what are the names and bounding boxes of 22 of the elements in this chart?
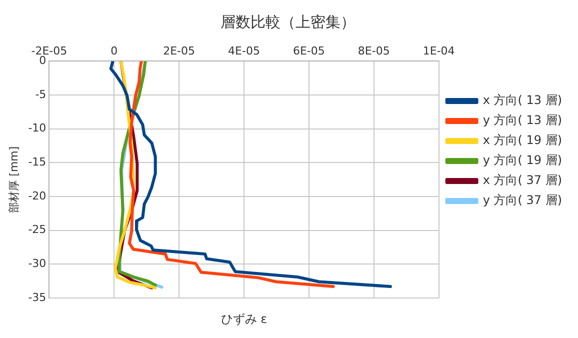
- legend-label: x 方向( 13 層): [482, 93, 562, 108]
- y-axis-title: 部材厚 [mm]: [7, 146, 20, 213]
- y-tick-label: -30: [28, 257, 46, 270]
- x-tick-label: 4E-05: [228, 44, 260, 58]
- y-tick-label: -15: [28, 156, 46, 169]
- x-tick-label: 2E-05: [163, 44, 196, 58]
- legend-label: x 方向( 19 層): [482, 133, 562, 148]
- x-tick-label: 0: [110, 44, 118, 58]
- x-axis-title: ひずみ ε: [220, 312, 268, 326]
- y-tick-label: -20: [28, 189, 46, 202]
- y-tick-label: -25: [28, 223, 46, 236]
- x-tick-label: 1E-04: [422, 44, 455, 58]
- legend-label: y 方向( 19 層): [482, 153, 562, 168]
- legend-label: y 方向( 37 層): [482, 193, 562, 208]
- x-tick-label: 8E-05: [358, 44, 390, 58]
- chart-title: 層数比較（上密集）: [220, 12, 356, 31]
- y-tick-label: -5: [35, 88, 46, 101]
- x-tick-label: 6E-05: [292, 44, 325, 58]
- y-tick-label: -10: [28, 122, 46, 135]
- legend-label: x 方向( 37 層): [482, 173, 562, 188]
- legend-label: y 方向( 13 層): [482, 113, 562, 128]
- y-tick-label: -35: [28, 290, 46, 304]
